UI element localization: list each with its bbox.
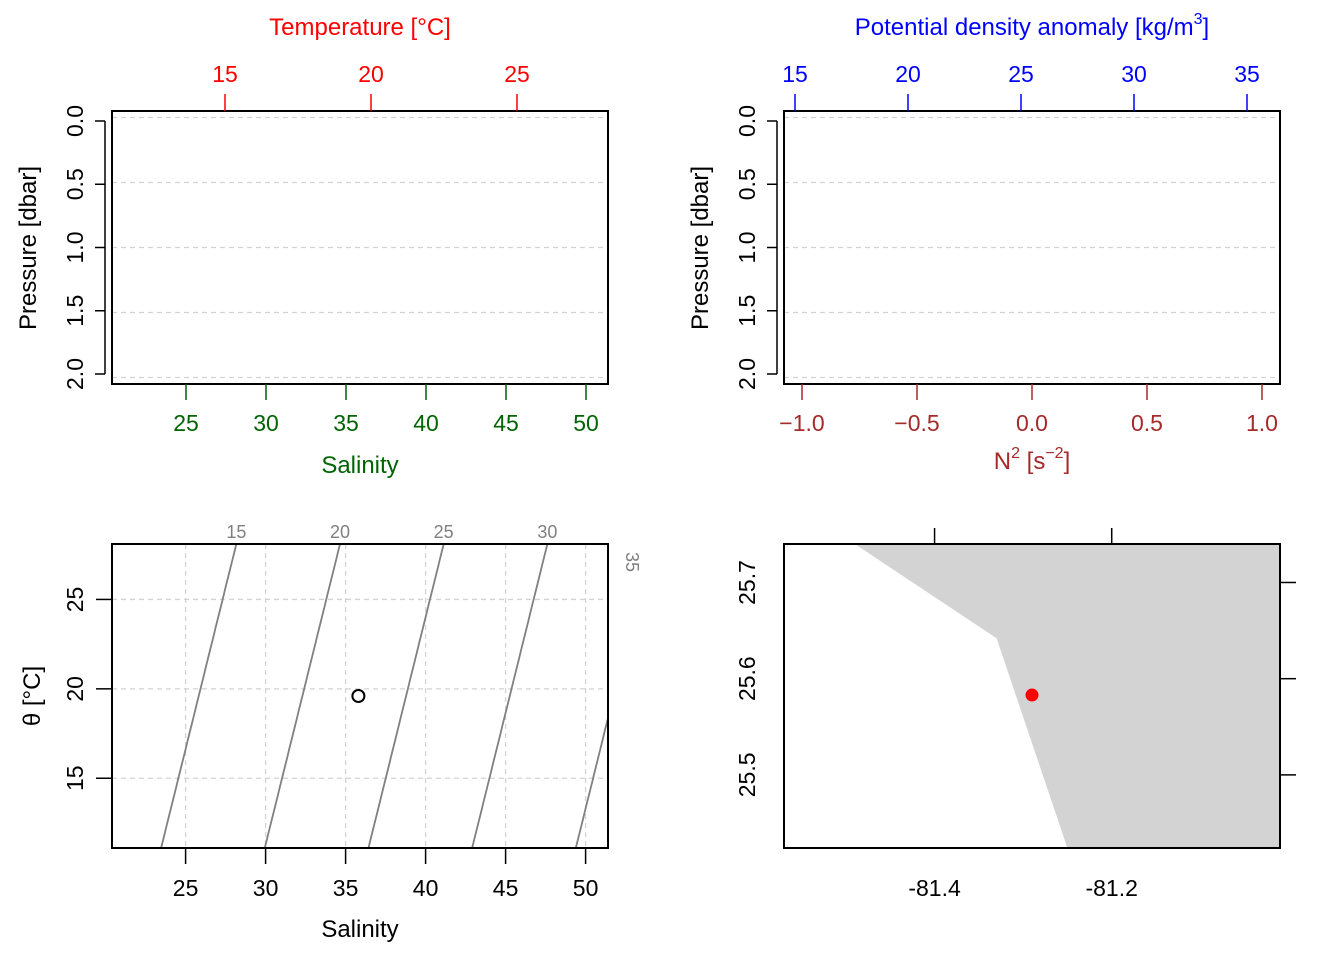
p2-bottom-title-n: N [994,448,1011,475]
p3-x-ticks: 25 30 35 40 45 50 [173,848,599,901]
p1-bottom-tick-label: 30 [253,410,279,436]
p1-ytick-label: 1.5 [62,295,88,327]
ts-data-point [351,689,366,703]
p1-ytick-label: 1.0 [62,232,88,264]
panel-profile-ts: Temperature [°C] Salinity Pressure [dbar… [15,14,609,479]
isopycnal-label: 20 [330,522,350,542]
p2-top-title-main: Potential density anomaly [kg/m [855,14,1194,41]
p2-bottom-ticks: −1.0 −0.5 0.0 0.5 1.0 [779,384,1278,436]
p2-top-tick-label: 30 [1121,61,1147,87]
p1-bottom-tick-label: 40 [413,410,439,436]
isopycnal-line [471,543,549,849]
p2-bottom-title-sup: 2 [1011,445,1020,462]
p2-top-title-sup: 3 [1194,11,1203,28]
p1-bottom-tick-label: 25 [173,410,199,436]
p2-top-title-end: ] [1203,14,1210,41]
p3-xtick-label: 35 [333,875,359,901]
map-xtick-label: -81.2 [1085,875,1137,901]
panel-station-map: -81.4 -81.2 25.5 25.6 25.7 [734,528,1296,901]
p4-plot-frame [783,543,1281,849]
map-ytick-label: 25.6 [734,656,760,701]
p3-xtick-label: 50 [573,875,599,901]
p2-bottom-title-sup2: −2 [1045,445,1063,462]
p3-ytick-label: 20 [62,676,88,702]
p2-ytick-label: 2.0 [734,358,760,390]
station-point [1025,688,1039,702]
p2-top-tick-label: 20 [895,61,921,87]
p2-top-axis-title: Potential density anomaly [kg/m3] [855,11,1209,41]
p1-ytick-label: 0.5 [62,168,88,200]
p1-bottom-tick-label: 35 [333,410,359,436]
p1-top-axis-title: Temperature [°C] [269,14,451,41]
p1-top-tick-label: 20 [358,61,384,87]
p2-bottom-tick-label: −0.5 [894,410,939,436]
p2-ytick-label: 0.0 [734,105,760,137]
p4-ticks: -81.4 -81.2 25.5 25.6 25.7 [734,528,1296,901]
isopycnal-label: 25 [434,522,454,542]
isopycnal-line [160,543,238,849]
p2-ytick-label: 0.5 [734,168,760,200]
p1-bottom-ticks: 25 30 35 40 45 50 [173,384,599,436]
p2-ytick-label: 1.0 [734,232,760,264]
p2-y-axis-title: Pressure [dbar] [687,166,714,330]
p2-bottom-tick-label: 0.5 [1131,410,1163,436]
p1-top-tick-label: 15 [212,61,238,87]
p3-y-axis-title: θ [°C] [19,666,46,726]
p2-top-ticks: 15 20 25 30 35 [782,61,1260,111]
p3-ytick-label: 25 [62,587,88,613]
p3-xtick-label: 25 [173,875,199,901]
map-ytick-label: 25.5 [734,753,760,798]
p2-top-tick-label: 25 [1008,61,1034,87]
isopycnal-label: 30 [537,522,557,542]
p2-grid [784,116,1280,379]
p1-top-ticks: 15 20 25 [212,61,530,111]
p2-bottom-tick-label: 1.0 [1246,410,1278,436]
p1-y-ticks: 0.0 0.5 1.0 1.5 2.0 [62,105,105,390]
p2-bottom-title-end: ] [1064,448,1071,475]
p2-bottom-axis-title: N2 [s−2] [994,445,1071,475]
p2-bottom-tick-label: 0.0 [1016,410,1048,436]
isopycnal-line [574,718,609,849]
p3-plot-frame [111,543,609,849]
p3-points [351,689,366,703]
isopycnal-label: 35 [622,552,642,572]
p3-xtick-label: 40 [413,875,439,901]
p2-top-tick-label: 35 [1234,61,1260,87]
map-land-polygon [854,544,1280,848]
p1-bottom-axis-title: Salinity [321,452,398,479]
p3-isopycnals: 15 20 25 30 35 [160,522,642,849]
p2-top-tick-label: 15 [782,61,808,87]
p1-grid [112,116,608,379]
p2-y-ticks: 0.0 0.5 1.0 1.5 2.0 [734,105,777,390]
p1-ytick-label: 0.0 [62,105,88,137]
map-xtick-label: -81.4 [908,875,961,901]
p3-grid [112,544,608,848]
p4-points [1025,688,1039,702]
p3-x-axis-title: Salinity [321,916,398,943]
isopycnal-line [263,543,341,849]
p2-bottom-title-mid: [s [1020,448,1045,475]
p3-y-ticks: 15 20 25 [62,587,112,791]
isopycnal-label: 15 [226,522,246,542]
map-ytick-label: 25.7 [734,560,760,605]
p2-bottom-tick-label: −1.0 [779,410,824,436]
p1-plot-frame [111,110,609,385]
p3-ytick-label: 15 [62,765,88,791]
p1-y-axis-title: Pressure [dbar] [15,166,42,330]
p1-ytick-label: 2.0 [62,358,88,390]
p1-bottom-tick-label: 50 [573,410,599,436]
p2-ytick-label: 1.5 [734,295,760,327]
panel-profile-density-n2: Potential density anomaly [kg/m3] N2 [s−… [687,11,1281,475]
p1-top-tick-label: 25 [504,61,530,87]
p3-xtick-label: 30 [253,875,279,901]
p1-bottom-tick-label: 45 [493,410,519,436]
p3-xtick-label: 45 [493,875,519,901]
isopycnal-line [367,543,445,849]
